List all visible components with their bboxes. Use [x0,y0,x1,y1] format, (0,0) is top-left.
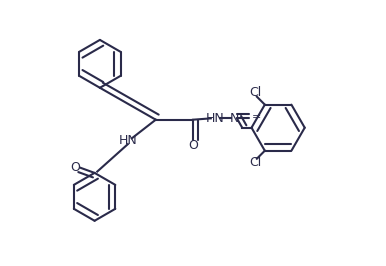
Text: N: N [230,112,239,125]
Text: =: = [252,112,261,122]
Text: HN: HN [206,112,225,125]
Text: Cl: Cl [249,86,262,99]
Text: O: O [188,139,198,152]
Text: HN: HN [119,135,137,147]
Text: Cl: Cl [249,156,262,169]
Text: O: O [70,161,80,174]
